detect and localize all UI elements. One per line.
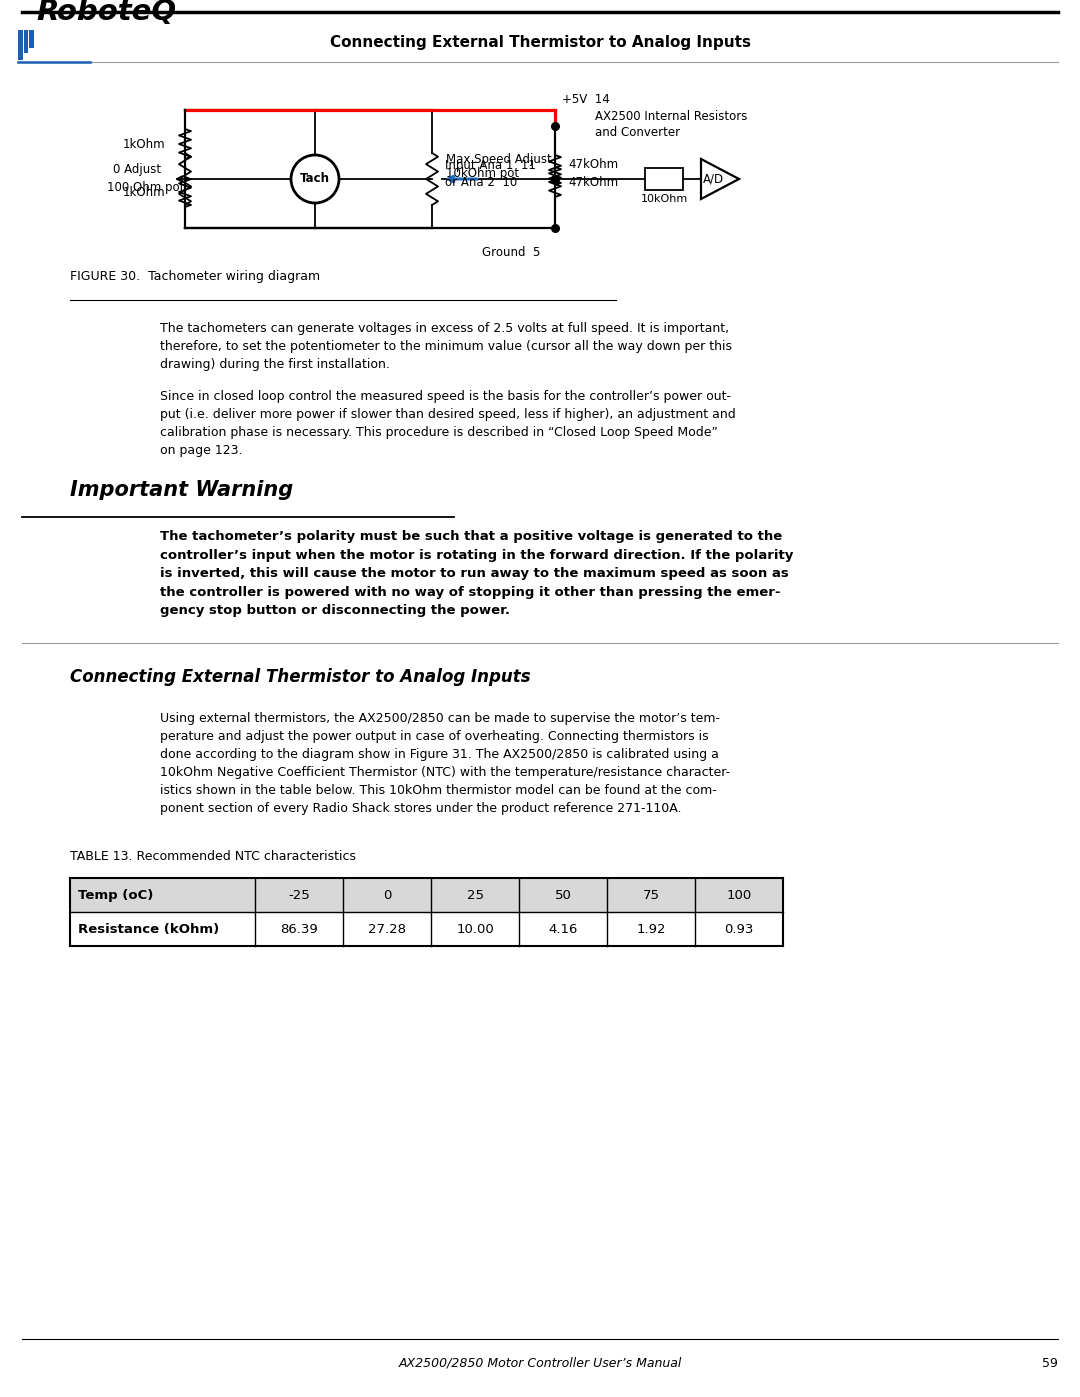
Text: FIGURE 30.  Tachometer wiring diagram: FIGURE 30. Tachometer wiring diagram <box>70 270 320 284</box>
Text: TABLE 13. Recommended NTC characteristics: TABLE 13. Recommended NTC characteristic… <box>70 849 356 863</box>
Text: AX2500 Internal Resistors: AX2500 Internal Resistors <box>595 110 747 123</box>
Text: 100: 100 <box>727 888 752 901</box>
Text: 0 Adjust: 0 Adjust <box>113 163 161 176</box>
Text: 25: 25 <box>467 888 484 901</box>
Text: Input Ana 1  11: Input Ana 1 11 <box>445 159 536 172</box>
Bar <box>29 29 33 47</box>
Text: Since in closed loop control the measured speed is the basis for the controller’: Since in closed loop control the measure… <box>160 390 735 457</box>
Text: 10kOhm: 10kOhm <box>640 194 688 204</box>
Text: 10kOhm pot: 10kOhm pot <box>446 168 519 180</box>
Text: The tachometer’s polarity must be such that a positive voltage is generated to t: The tachometer’s polarity must be such t… <box>160 529 794 617</box>
Text: Important Warning: Important Warning <box>70 481 294 500</box>
Text: 1.92: 1.92 <box>636 922 665 936</box>
Text: Resistance (kOhm): Resistance (kOhm) <box>78 922 219 936</box>
Text: 0.93: 0.93 <box>725 922 754 936</box>
Text: Using external thermistors, the AX2500/2850 can be made to supervise the motor’s: Using external thermistors, the AX2500/2… <box>160 712 730 814</box>
Text: 4.16: 4.16 <box>549 922 578 936</box>
Text: The tachometers can generate voltages in excess of 2.5 volts at full speed. It i: The tachometers can generate voltages in… <box>160 321 732 372</box>
Text: 10.00: 10.00 <box>456 922 494 936</box>
Bar <box>70 877 783 912</box>
Text: +5V  14: +5V 14 <box>562 94 610 106</box>
Text: -25: -25 <box>288 888 310 901</box>
Text: and Converter: and Converter <box>595 126 680 138</box>
Text: 47kOhm: 47kOhm <box>568 158 618 172</box>
Text: RoboteQ: RoboteQ <box>36 0 176 27</box>
Bar <box>24 29 28 53</box>
Text: Ground  5: Ground 5 <box>482 246 540 258</box>
Text: Tach: Tach <box>300 172 330 186</box>
Text: AX2500/2850 Motor Controller User’s Manual: AX2500/2850 Motor Controller User’s Manu… <box>399 1356 681 1370</box>
Text: 86.39: 86.39 <box>280 922 318 936</box>
Text: 47kOhm: 47kOhm <box>568 176 618 189</box>
Text: Max Speed Adjust: Max Speed Adjust <box>446 152 552 165</box>
Bar <box>18 29 23 60</box>
Text: 59: 59 <box>1042 1356 1058 1370</box>
Bar <box>645 168 683 190</box>
Text: 27.28: 27.28 <box>368 922 406 936</box>
Text: A/D: A/D <box>702 172 724 186</box>
Text: 100 Ohm pot: 100 Ohm pot <box>107 182 185 194</box>
Text: Temp (oC): Temp (oC) <box>78 888 153 901</box>
Text: 50: 50 <box>554 888 571 901</box>
Text: 1kOhm: 1kOhm <box>123 137 165 151</box>
Text: 75: 75 <box>643 888 660 901</box>
Text: 0: 0 <box>382 888 391 901</box>
Text: Connecting External Thermistor to Analog Inputs: Connecting External Thermistor to Analog… <box>70 668 530 686</box>
Text: or Ana 2  10: or Ana 2 10 <box>445 176 517 190</box>
Text: 1kOhm: 1kOhm <box>123 186 165 198</box>
Text: Connecting External Thermistor to Analog Inputs: Connecting External Thermistor to Analog… <box>330 35 751 49</box>
